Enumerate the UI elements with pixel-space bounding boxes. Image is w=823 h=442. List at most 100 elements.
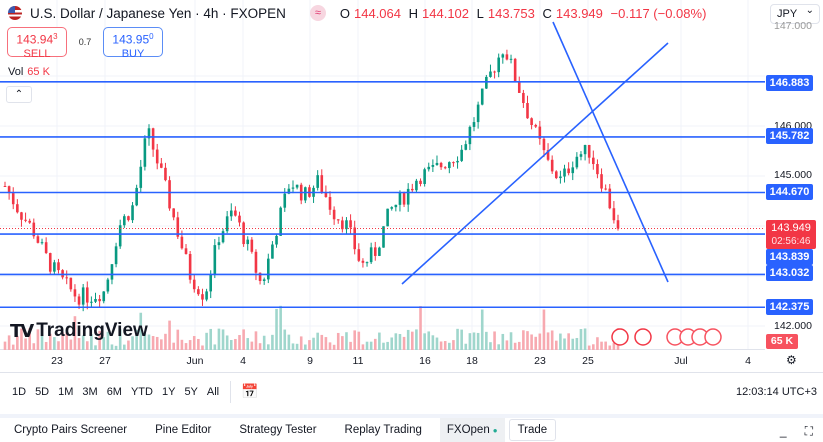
- volume-bar: [65, 332, 69, 350]
- clock[interactable]: 12:03:14 UTC+3: [735, 386, 817, 398]
- candle-body: [324, 191, 328, 197]
- volume-bar: [135, 329, 138, 350]
- volume-bar: [48, 333, 52, 350]
- level-label[interactable]: 143.839: [766, 249, 813, 265]
- candle-body: [608, 188, 612, 209]
- buy-button[interactable]: 143.950 BUY: [103, 27, 163, 60]
- level-label[interactable]: 144.670: [766, 184, 813, 200]
- range-5y[interactable]: 5Y: [184, 385, 198, 398]
- volume-bar: [546, 332, 550, 350]
- tab-fxopen[interactable]: FXOpen ●: [439, 418, 505, 442]
- volume-bar: [73, 316, 77, 350]
- sell-button[interactable]: 143.943 SELL: [7, 27, 67, 60]
- volume-bar: [61, 332, 64, 350]
- range-3m[interactable]: 3M: [82, 385, 98, 398]
- go-to-date-calendar-icon[interactable]: 📅: [241, 383, 259, 399]
- volume-bar: [427, 331, 431, 350]
- candle-body: [567, 168, 570, 174]
- volume-bar: [320, 334, 324, 350]
- range-5d[interactable]: 5D: [35, 385, 50, 398]
- volume-bar: [575, 337, 579, 350]
- volume-bar: [24, 338, 27, 350]
- volume-bar: [197, 338, 200, 350]
- date-tick: 23: [51, 355, 63, 367]
- volume-bar: [164, 333, 167, 350]
- indicator-badge-icon[interactable]: ≈: [309, 5, 326, 21]
- volume-bar: [106, 331, 110, 350]
- candle-body: [341, 220, 344, 230]
- volume-bar: [513, 342, 517, 350]
- candle-body: [168, 180, 171, 209]
- candle-body: [472, 122, 476, 127]
- volume-bar: [98, 330, 101, 350]
- level-label[interactable]: 143.032: [766, 265, 813, 281]
- level-label[interactable]: 142.375: [766, 299, 813, 315]
- range-1y[interactable]: 1Y: [161, 385, 176, 398]
- candle-body: [221, 231, 225, 243]
- volume-bar: [20, 328, 23, 350]
- volume-bar: [192, 336, 196, 350]
- volume-bar: [139, 312, 143, 350]
- candle-body: [205, 291, 208, 300]
- volume-bar: [431, 335, 435, 350]
- panel-controls: _ ⛶: [780, 424, 813, 439]
- volume-bar: [505, 340, 509, 350]
- chart-legend: U.S. Dollar / Japanese Yen · 4h · FXOPEN…: [8, 5, 710, 21]
- volume-bar: [143, 333, 147, 350]
- candle-body: [304, 187, 307, 201]
- level-label[interactable]: 146.883: [766, 75, 813, 91]
- symbol-title[interactable]: U.S. Dollar / Japanese Yen · 4h · FXOPEN: [30, 5, 286, 21]
- range-6m[interactable]: 6M: [106, 385, 122, 398]
- candle-body: [40, 242, 44, 244]
- candle-body: [439, 162, 443, 168]
- candle-body: [382, 226, 385, 248]
- volume-bar: [604, 341, 607, 350]
- volume-bar: [258, 343, 262, 350]
- candle-body: [369, 247, 373, 263]
- currency-select[interactable]: JPY: [770, 4, 820, 24]
- price-chart[interactable]: [0, 0, 765, 350]
- volume-bar: [443, 341, 447, 350]
- candle-body: [180, 236, 184, 249]
- collapse-legend-button[interactable]: ⌃: [6, 86, 32, 103]
- tab-replay-trading[interactable]: Replay Trading: [344, 424, 422, 436]
- candle-body: [563, 168, 566, 177]
- candle-body: [246, 239, 250, 245]
- candle-body: [32, 222, 36, 237]
- candle-body: [73, 289, 77, 297]
- volume-bar: [472, 332, 476, 350]
- volume-bar: [394, 333, 398, 350]
- tab-pine-editor[interactable]: Pine Editor: [155, 424, 212, 436]
- range-1d[interactable]: 1D: [12, 385, 27, 398]
- range-ytd[interactable]: YTD: [130, 385, 153, 398]
- time-axis[interactable]: 23 27 Jun 4 9 11 16 18 23 25 Jul 4: [0, 350, 765, 372]
- candle-body: [316, 175, 319, 188]
- range-1m[interactable]: 1M: [58, 385, 74, 398]
- candle-body: [229, 210, 233, 217]
- tab-crypto-pairs-screener[interactable]: Crypto Pairs Screener: [14, 424, 128, 436]
- candle-body: [3, 186, 7, 187]
- tab-trade[interactable]: Trade: [508, 419, 557, 441]
- candle-body: [48, 253, 52, 272]
- volume-bar: [36, 329, 40, 350]
- volume-bar: [353, 330, 356, 350]
- volume-bar: [316, 332, 319, 350]
- settings-gear-icon[interactable]: ⚙: [786, 353, 797, 367]
- maximize-icon[interactable]: ⛶: [804, 424, 813, 438]
- volume-bar: [85, 341, 89, 350]
- volume-bar: [526, 331, 529, 350]
- volume-bar: [246, 338, 250, 350]
- volume-bar: [406, 329, 410, 350]
- minimize-icon[interactable]: _: [779, 424, 787, 438]
- candle-body: [192, 279, 196, 290]
- volume-bar: [419, 306, 422, 350]
- tab-strategy-tester[interactable]: Strategy Tester: [239, 424, 317, 436]
- candle-body: [275, 235, 278, 245]
- range-all[interactable]: All: [206, 385, 220, 398]
- candle-body: [184, 248, 188, 255]
- candle-body: [143, 138, 147, 167]
- candle-body: [201, 294, 204, 300]
- date-tick: Jul: [674, 355, 688, 367]
- level-label[interactable]: 145.782: [766, 128, 813, 144]
- candle-body: [485, 76, 488, 89]
